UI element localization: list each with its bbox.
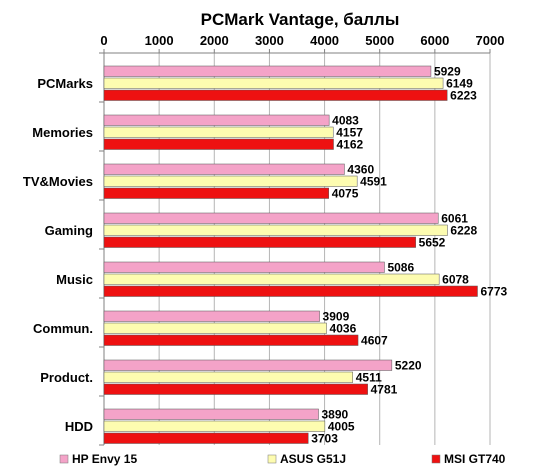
y-category-label: Gaming: [45, 223, 93, 238]
bar: [103, 77, 444, 89]
bar: [103, 138, 334, 150]
bar: [103, 310, 320, 322]
legend-label: MSI GT740: [444, 452, 506, 466]
y-category-label: TV&Movies: [23, 174, 93, 189]
data-label: 4075: [332, 187, 359, 201]
bar: [103, 65, 432, 77]
x-tick-label: 3000: [255, 33, 284, 48]
bar: [103, 322, 327, 334]
bar: [103, 187, 329, 199]
legend-label: HP Envy 15: [72, 452, 137, 466]
data-label: 4591: [360, 175, 387, 189]
bar: [103, 261, 385, 273]
bar: [103, 114, 330, 126]
data-label: 3703: [311, 432, 338, 446]
data-label: 4005: [328, 420, 355, 434]
data-label: 5086: [387, 261, 414, 275]
y-axis: PCMarks Memories TV&Movies Gaming Music Commu…: [23, 52, 105, 446]
y-category-label: Product.: [40, 370, 93, 385]
x-tick-label: 2000: [200, 33, 229, 48]
bar: [103, 383, 368, 395]
x-tick-label: 4000: [310, 33, 339, 48]
data-label: 5929: [434, 65, 461, 79]
data-label: 5220: [395, 359, 422, 373]
data-label: 4607: [361, 334, 388, 348]
data-label: 4511: [356, 371, 382, 385]
bars: [103, 65, 478, 444]
data-label: 6149: [446, 77, 473, 91]
y-category-label: HDD: [65, 419, 93, 434]
bar: [103, 371, 353, 383]
bar: [103, 334, 359, 346]
bar: [103, 236, 416, 248]
y-category-label: Memories: [32, 125, 93, 140]
bar: [103, 126, 334, 138]
data-label: 4036: [330, 322, 357, 336]
bar: [103, 285, 478, 297]
data-label: 6078: [442, 273, 469, 287]
data-label: 4360: [347, 163, 374, 177]
bar: [103, 359, 393, 371]
bar: [103, 224, 448, 236]
x-tick-label: 5000: [365, 33, 394, 48]
legend-swatch: [59, 454, 69, 464]
bar: [103, 420, 326, 432]
x-tick-label: 1000: [145, 33, 174, 48]
bar: [103, 273, 440, 285]
x-tick-label: 0: [100, 33, 107, 48]
data-label: 6223: [450, 89, 477, 103]
legend-label: ASUS G51J: [280, 452, 346, 466]
x-tick-label: 7000: [476, 33, 505, 48]
data-label: 4162: [337, 138, 364, 152]
y-category-label: Commun.: [33, 321, 93, 336]
y-category-label: PCMarks: [37, 76, 93, 91]
legend-swatch: [431, 454, 441, 464]
data-label: 4083: [332, 114, 359, 128]
bar: [103, 163, 345, 175]
legend: HP Envy 15 ASUS G51J MSI GT740: [59, 452, 506, 466]
data-label: 3909: [323, 310, 350, 324]
bar: [103, 408, 319, 420]
legend-swatch: [267, 454, 277, 464]
bar: [103, 89, 448, 101]
data-label: 6228: [450, 224, 477, 238]
data-label: 6061: [441, 212, 468, 226]
bar: [103, 175, 358, 187]
data-label: 3890: [322, 408, 349, 422]
x-tick-label: 6000: [420, 33, 449, 48]
data-label: 6773: [480, 285, 507, 299]
data-label: 4157: [336, 126, 363, 140]
bar: [103, 212, 439, 224]
data-label: 5652: [419, 236, 446, 250]
y-category-label: Music: [56, 272, 93, 287]
data-label: 4781: [371, 383, 398, 397]
x-axis: 0 1000 2000 3000 4000 5000 6000 7000: [100, 33, 505, 54]
bar: [103, 432, 309, 444]
chart-title: PCMark Vantage, баллы: [201, 10, 400, 29]
